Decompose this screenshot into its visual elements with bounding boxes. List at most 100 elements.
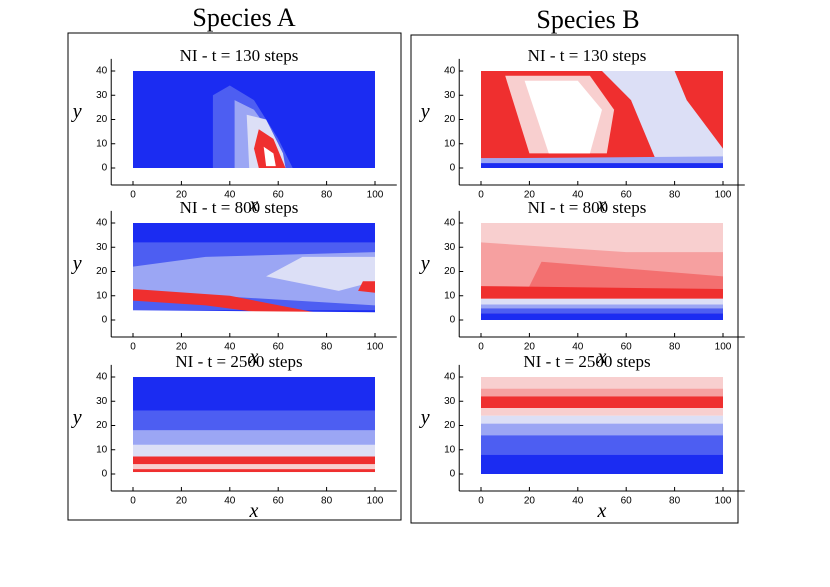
contour-region [481,415,723,424]
x-tick-label: 20 [176,342,188,353]
x-axis-label: x [597,194,607,216]
contour-region [481,454,723,474]
x-tick-label: 20 [524,342,536,353]
y-tick-label: 20 [444,114,456,125]
contour-region [481,435,723,455]
y-axis-label: y [419,407,430,429]
contour-region [674,71,723,149]
x-axis-label: x [597,500,607,522]
panel-title: NI - t = 2500 steps [175,352,302,371]
x-tick-label: 100 [367,342,384,353]
x-tick-label: 60 [621,342,633,353]
y-tick-label: 0 [102,315,108,326]
y-tick-label: 20 [96,420,108,431]
x-tick-label: 100 [715,496,732,507]
y-tick-label: 10 [444,138,456,149]
x-tick-label: 60 [621,496,633,507]
y-tick-label: 40 [444,372,456,383]
y-tick-label: 0 [102,163,108,174]
x-tick-label: 80 [669,496,681,507]
x-tick-label: 0 [130,342,136,353]
x-tick-label: 40 [572,496,584,507]
panel-title: NI - t = 800 steps [528,198,647,217]
y-tick-label: 30 [96,242,108,253]
y-tick-label: 30 [444,90,456,101]
y-tick-label: 40 [96,372,108,383]
x-tick-label: 60 [273,190,285,201]
x-tick-label: 0 [130,496,136,507]
contour-region [358,281,375,293]
y-axis-label: y [419,253,430,275]
contour-field [133,223,375,320]
contour-field [481,223,723,320]
y-axis-label: y [71,101,82,123]
contour-region [481,377,723,389]
x-tick-label: 80 [321,342,333,353]
contour-region [263,146,276,167]
y-tick-label: 0 [102,469,108,480]
contour-field [481,71,723,168]
x-tick-label: 20 [176,496,188,507]
y-tick-label: 10 [444,444,456,455]
x-tick-label: 20 [524,190,536,201]
contour-region [133,444,375,457]
panel-title: NI - t = 130 steps [528,46,647,65]
frame-b [410,34,739,524]
panel-title: NI - t = 800 steps [180,198,299,217]
contour-field [481,377,723,474]
x-tick-label: 80 [321,190,333,201]
x-tick-label: 100 [367,190,384,201]
y-tick-label: 20 [96,114,108,125]
contour-region [266,256,375,291]
x-tick-label: 80 [669,190,681,201]
x-tick-label: 60 [273,496,285,507]
contour-region [133,472,375,474]
contour-region [133,377,375,411]
contour-region [524,80,602,154]
x-tick-label: 40 [224,190,236,201]
x-axis-label: x [249,346,259,368]
x-tick-label: 80 [669,342,681,353]
frame-a [67,32,402,521]
contour-region [481,298,723,305]
contour-region [133,430,375,445]
y-tick-label: 40 [444,218,456,229]
contour-region [133,464,375,470]
y-axis-label: y [71,407,82,429]
x-tick-label: 20 [524,496,536,507]
y-tick-label: 30 [444,396,456,407]
y-tick-label: 40 [96,66,108,77]
x-tick-label: 40 [572,190,584,201]
x-axis-label: x [597,346,607,368]
y-tick-label: 0 [450,315,456,326]
x-tick-label: 0 [478,190,484,201]
contour-region [133,456,375,465]
column-title: Species B [536,5,639,34]
x-tick-label: 40 [224,496,236,507]
contour-region [481,388,723,397]
contour-field [133,377,375,474]
column-title: Species A [192,3,295,32]
contour-region [133,289,315,319]
contour-region [481,313,723,320]
y-tick-label: 10 [96,138,108,149]
contour-region [481,163,723,168]
y-tick-label: 0 [450,163,456,174]
y-tick-label: 20 [96,266,108,277]
contour-region [481,408,723,416]
contour-region [133,310,375,320]
contour-region [481,308,723,314]
x-tick-label: 100 [367,496,384,507]
panel-title: NI - t = 2500 steps [523,352,650,371]
y-tick-label: 10 [444,290,456,301]
contour-region [254,129,286,168]
x-tick-label: 100 [715,190,732,201]
x-tick-label: 40 [224,342,236,353]
y-tick-label: 10 [96,290,108,301]
contour-region [133,469,375,473]
x-tick-label: 0 [478,496,484,507]
y-tick-label: 0 [450,469,456,480]
contour-region [481,396,723,408]
y-axis-label: y [71,253,82,275]
